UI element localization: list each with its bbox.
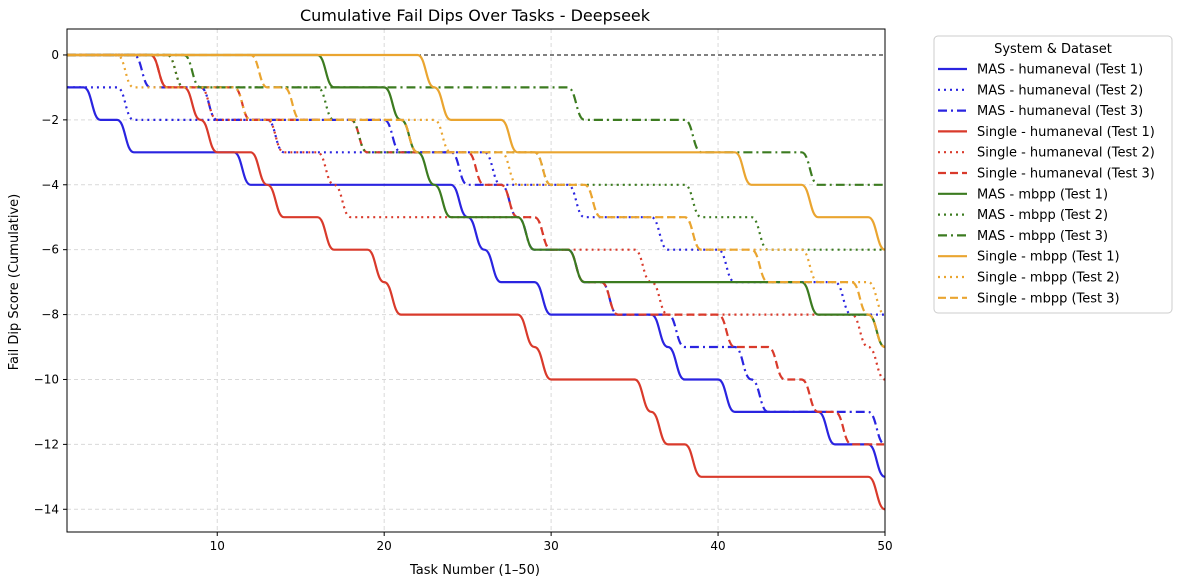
legend-entry: MAS - humaneval (Test 3) [977, 104, 1143, 119]
series-4-line [67, 53, 885, 511]
series-1-line [67, 86, 885, 478]
grid [67, 29, 886, 532]
legend-entry: MAS - mbpp (Test 1) [977, 187, 1108, 202]
series-layer [67, 53, 885, 511]
y-tick-label: −4 [41, 178, 59, 192]
y-tick-label: −12 [34, 437, 59, 451]
axis-ticks: 10 20 30 40 50 0 −2 −4 −6 −8 −10 −12 −14 [34, 48, 893, 553]
x-tick-label: 30 [543, 539, 558, 553]
chart-title: Cumulative Fail Dips Over Tasks - Deepse… [300, 6, 651, 25]
series-2-line [67, 86, 885, 316]
y-tick-label: −8 [41, 308, 59, 322]
legend-entry: MAS - humaneval (Test 1) [977, 63, 1143, 78]
legend-entry: MAS - mbpp (Test 3) [977, 229, 1108, 244]
y-tick-label: −14 [34, 502, 59, 516]
legend-entry: Single - mbpp (Test 3) [977, 291, 1120, 306]
y-tick-label: −6 [41, 243, 59, 257]
series-12-line [67, 53, 885, 349]
legend-entry: Single - humaneval (Test 3) [977, 167, 1155, 182]
x-tick-label: 10 [210, 539, 225, 553]
y-tick-label: −2 [41, 113, 59, 127]
x-tick-label: 20 [377, 539, 392, 553]
y-axis-label: Fail Dip Score (Cumulative) [7, 194, 22, 371]
legend-entry: Single - humaneval (Test 2) [977, 146, 1155, 161]
legend-entry: Single - mbpp (Test 2) [977, 271, 1120, 286]
legend-entry: MAS - mbpp (Test 2) [977, 208, 1108, 223]
plot-area [66, 28, 886, 533]
y-tick-label: −10 [34, 372, 59, 386]
legend-entry: Single - mbpp (Test 1) [977, 250, 1120, 265]
legend: System & Dataset MAS - humaneval (Test 1… [933, 35, 1173, 314]
x-tick-label: 50 [877, 539, 892, 553]
legend-entry: Single - humaneval (Test 1) [977, 125, 1155, 140]
x-axis-label: Task Number (1–50) [409, 563, 540, 578]
legend-items: MAS - humaneval (Test 1) MAS - humaneval … [938, 63, 1155, 306]
legend-title: System & Dataset [994, 42, 1112, 57]
legend-entry: MAS - humaneval (Test 2) [977, 83, 1143, 98]
legend-box [933, 35, 1173, 314]
x-tick-label: 40 [710, 539, 725, 553]
y-tick-label: 0 [51, 48, 59, 62]
series-7-line [67, 53, 885, 349]
